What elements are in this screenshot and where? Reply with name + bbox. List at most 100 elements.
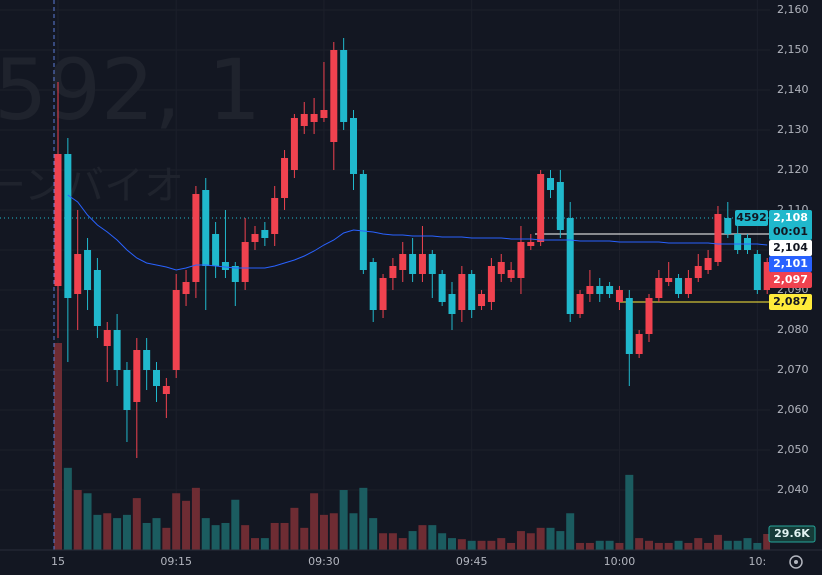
volume-bar — [379, 533, 388, 550]
volume-bar — [585, 542, 594, 550]
candle-body — [753, 254, 761, 290]
candle-body — [143, 350, 151, 370]
moving-average — [67, 194, 768, 271]
volume-bar — [497, 538, 506, 550]
x-tick-label: 10: — [748, 555, 766, 568]
candle-body — [645, 298, 653, 334]
candle-body — [281, 158, 289, 198]
candle-body — [379, 278, 387, 310]
volume-bar — [122, 514, 131, 550]
candle-body — [586, 286, 594, 294]
x-tick-label: 09:45 — [456, 555, 488, 568]
volume-bar — [103, 513, 112, 550]
x-tick-label: 15 — [51, 555, 65, 568]
volume-bar — [684, 542, 693, 550]
volume-bar — [329, 513, 338, 550]
volume-bar — [319, 514, 328, 550]
volume-bar — [182, 500, 191, 550]
candle-body — [675, 278, 683, 294]
candle-body — [684, 278, 692, 294]
y-tick-label: 2,150 — [777, 43, 809, 56]
candle-body — [290, 118, 298, 170]
candle-body — [704, 258, 712, 270]
volume-bar — [645, 540, 653, 550]
volume-bar — [477, 540, 486, 550]
y-tick-label: 2,140 — [777, 83, 809, 96]
y-tick-label: 2,050 — [777, 443, 809, 456]
volume-bar — [142, 522, 151, 550]
candle-body — [123, 370, 131, 410]
volume-bar — [251, 538, 259, 550]
volume-bar — [536, 527, 545, 550]
volume-bar — [516, 531, 525, 550]
candle-body — [231, 266, 239, 282]
candle-body — [655, 278, 663, 298]
candle-body — [162, 386, 170, 394]
candle-body — [448, 294, 456, 314]
gear-icon[interactable] — [789, 555, 803, 569]
candle-body — [271, 198, 279, 234]
candle-body — [576, 294, 584, 314]
volume-bar — [63, 467, 72, 550]
volume-bar — [93, 514, 102, 550]
candle-body — [694, 266, 702, 278]
settings-button[interactable] — [789, 555, 803, 569]
volume-bar — [162, 527, 171, 550]
candle-body — [547, 178, 554, 190]
volume-bar — [615, 542, 624, 550]
symbol-tag-box — [735, 210, 768, 226]
volume-bar — [467, 540, 476, 550]
candle-body — [409, 254, 417, 274]
candle-body — [596, 286, 604, 294]
candle-body — [527, 242, 535, 246]
candle-body — [84, 250, 92, 290]
candle-body — [497, 262, 505, 274]
volume-bar — [241, 525, 250, 550]
price-pane — [0, 38, 770, 458]
volume-bar — [654, 542, 663, 550]
candle-body — [724, 218, 732, 234]
volume-bar — [625, 474, 634, 550]
volume-bar — [763, 534, 770, 550]
volume-bar — [595, 540, 604, 550]
watermark-name: ーンバイオ — [0, 163, 184, 209]
candle-body — [64, 154, 72, 298]
candle-body — [54, 154, 62, 286]
volume-bar — [359, 487, 368, 550]
candle-body — [172, 290, 180, 370]
candle-body — [517, 242, 525, 278]
price-label: 2,104 — [773, 241, 808, 254]
candle-body — [566, 218, 574, 314]
candle-body — [74, 254, 82, 294]
gear-center[interactable] — [794, 560, 798, 564]
candle-body — [320, 110, 328, 118]
volume-bar — [694, 538, 703, 550]
candle-body — [478, 294, 486, 306]
volume-bar — [438, 533, 447, 550]
y-tick-label: 2,120 — [777, 163, 809, 176]
candle-body — [202, 190, 210, 266]
volume-bar — [526, 533, 535, 550]
candle-body — [399, 254, 407, 270]
volume-label-box — [768, 525, 816, 543]
volume-bar — [83, 493, 92, 550]
y-tick-label: 2,060 — [777, 403, 809, 416]
candle-body — [615, 290, 623, 302]
price-label-box — [769, 272, 812, 288]
symbol-tag: 4592 — [736, 211, 767, 224]
candle-body — [458, 274, 466, 310]
price-label: 2,097 — [773, 273, 808, 286]
price-label: 2,108 — [773, 211, 808, 224]
volume-bar — [418, 525, 427, 550]
volume-bar — [448, 538, 456, 550]
candle-body — [635, 334, 643, 354]
volume-bar — [300, 527, 309, 550]
volume-bar — [191, 487, 200, 550]
volume-bar — [201, 518, 210, 550]
volume-bar — [556, 531, 565, 550]
volume-bar — [753, 542, 762, 550]
x-tick-label: 10:00 — [604, 555, 636, 568]
volume-bar — [270, 522, 279, 550]
candle-body — [192, 194, 200, 282]
